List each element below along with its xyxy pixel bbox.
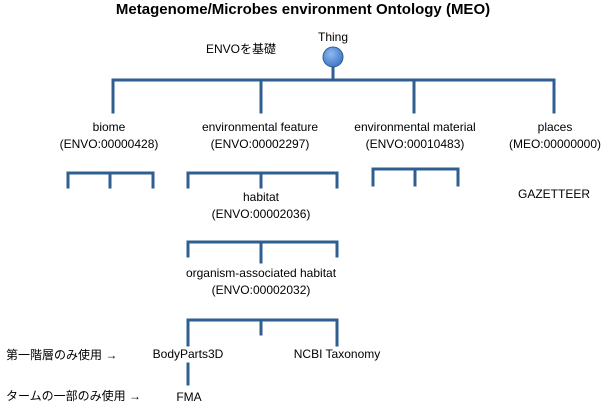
node-organism-associated-habitat-id: (ENVO:00002032) <box>211 283 311 297</box>
node-environmental-feature-name: environmental feature <box>201 120 319 134</box>
envo-note: ENVOを基礎 <box>206 42 277 56</box>
node-biome-id: (ENVO:00000428) <box>59 137 159 151</box>
note-first-level-only: 第一階層のみ使用 → <box>6 348 118 362</box>
root-label: Thing <box>317 30 349 44</box>
node-environmental-material-name: environmental material <box>354 120 476 134</box>
node-environmental-material-id: (ENVO:00010483) <box>365 137 465 151</box>
node-organism-associated-habitat-name: organism-associated habitat <box>185 266 337 280</box>
diagram-title: Metagenome/Microbes environment Ontology… <box>115 1 491 18</box>
node-habitat-id: (ENVO:00002036) <box>211 207 311 221</box>
node-environmental-feature-id: (ENVO:00002297) <box>210 137 310 151</box>
node-gazetteer: GAZETTEER <box>517 187 591 201</box>
note-partial-terms-only: タームの一部のみ使用 → <box>6 389 141 403</box>
node-places-id: (MEO:00000000) <box>508 137 602 151</box>
node-ncbi-taxonomy: NCBI Taxonomy <box>293 347 381 361</box>
node-habitat-name: habitat <box>242 190 280 204</box>
node-bodyparts3d: BodyParts3D <box>152 347 224 361</box>
node-places-name: places <box>537 120 573 134</box>
node-fma: FMA <box>176 390 202 404</box>
node-biome-name: biome <box>92 120 126 134</box>
root-node-circle <box>322 46 344 68</box>
